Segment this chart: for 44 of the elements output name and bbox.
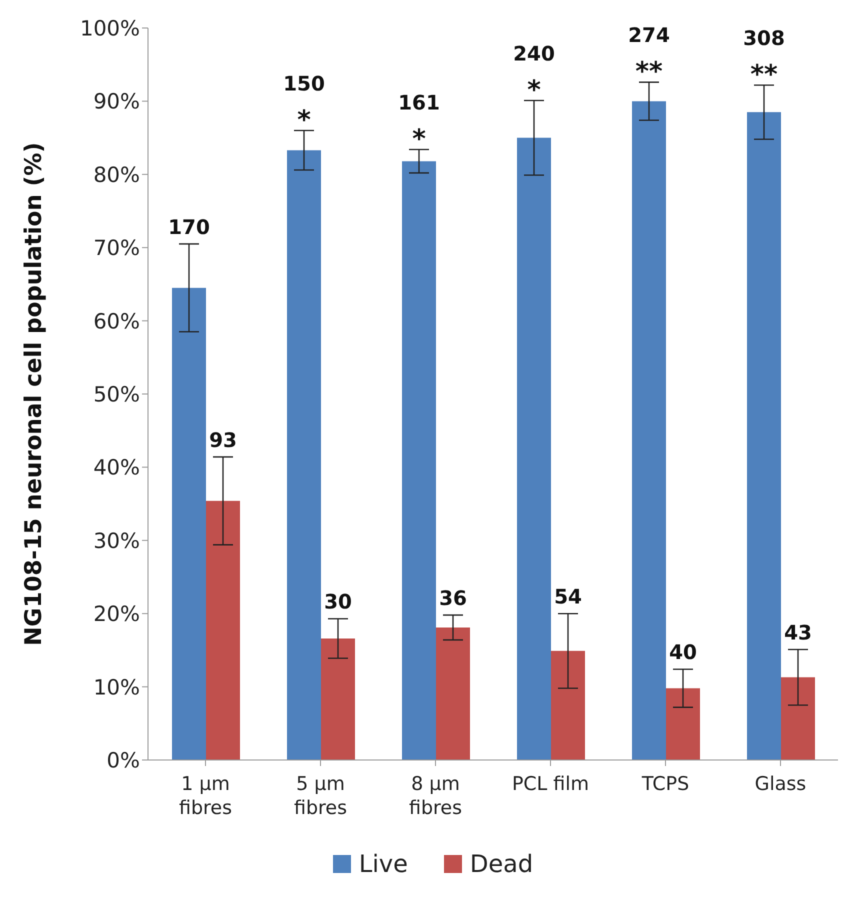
y-tick-label: 100% — [80, 16, 140, 40]
annotation: 308 ** — [743, 26, 785, 90]
bar — [517, 138, 551, 760]
annotation: 274 ** — [628, 23, 670, 88]
bar — [402, 161, 436, 760]
y-tick-label: 40% — [93, 456, 140, 480]
x-tick-label: PCL film — [512, 773, 590, 795]
bar — [632, 101, 666, 760]
annotation: 30 — [324, 590, 352, 614]
x-tick-label: TCPS — [640, 773, 690, 795]
annotation: 40 — [669, 640, 697, 664]
y-tick-label: 20% — [93, 602, 140, 626]
y-tick-label: 0% — [106, 748, 140, 772]
annotation: 54 — [554, 584, 582, 609]
bar — [172, 288, 206, 760]
bar — [551, 650, 585, 760]
x-tick-label: 1 µm fibres — [178, 773, 232, 819]
annotation: 161 * — [398, 90, 440, 155]
y-tick-label: 30% — [93, 528, 140, 553]
annotation: 93 — [209, 428, 237, 452]
annotation: 36 — [439, 586, 467, 610]
bar — [321, 638, 355, 760]
x-tick-label: 5 µm fibres — [294, 773, 348, 819]
bar — [436, 628, 470, 760]
bar — [206, 500, 240, 760]
y-tick-label: 50% — [93, 382, 140, 406]
bar — [666, 688, 700, 760]
legend-label: Live — [358, 850, 408, 878]
annotation: 240 * — [513, 41, 555, 106]
annotation: 170 — [168, 214, 210, 239]
y-axis-title: NG108-15 neuronal cell population (%) — [21, 142, 48, 646]
bar — [781, 677, 815, 760]
x-tick-label: 8 µm fibres — [408, 773, 462, 819]
y-tick-label: 10% — [93, 675, 140, 700]
bar — [287, 150, 321, 760]
legend-label: Dead — [468, 850, 534, 878]
bar — [747, 112, 781, 760]
y-tick-label: 60% — [93, 309, 140, 334]
annotation: 43 — [784, 620, 812, 644]
annotation: 150 * — [283, 71, 325, 136]
y-tick-label: 80% — [93, 162, 140, 187]
x-tick-label: Glass — [754, 773, 806, 795]
y-tick-label: 90% — [93, 90, 140, 114]
y-tick-label: 70% — [93, 236, 140, 260]
